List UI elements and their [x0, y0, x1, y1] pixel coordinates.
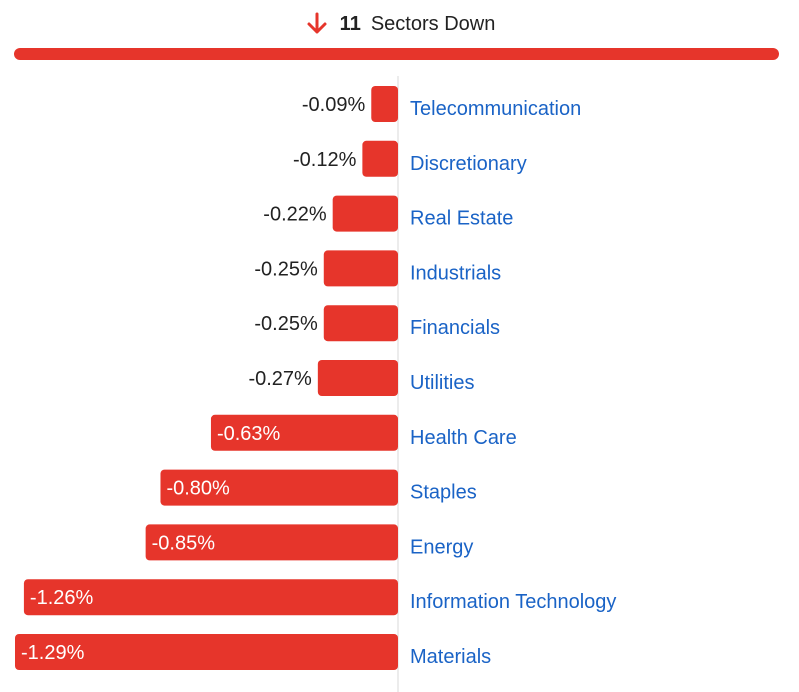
- bar-value-label: -0.63%: [217, 423, 281, 445]
- bar-industrials[interactable]: [323, 250, 398, 287]
- category-label[interactable]: Energy: [410, 536, 473, 558]
- sectors-down-label: Sectors Down: [370, 12, 496, 35]
- bar-utilities[interactable]: [317, 360, 398, 396]
- bar-discretionary[interactable]: [362, 140, 398, 177]
- bar-telecommunication[interactable]: [371, 86, 398, 122]
- sectors-down-summary-bar: [14, 48, 779, 60]
- sector-performance-chart: -0.09% Telecommunication -0.12% Discretiona…: [15, 76, 616, 692]
- bar-health-care[interactable]: [210, 414, 398, 451]
- bar-value-label: -1.26%: [30, 587, 94, 609]
- bar-value-label: -0.09%: [302, 94, 366, 116]
- category-label[interactable]: Discretionary: [410, 153, 527, 175]
- bar-value-label: -0.22%: [263, 204, 327, 226]
- bar-value-label: -0.85%: [152, 532, 216, 554]
- arrow-down-icon: [307, 12, 327, 34]
- category-label[interactable]: Financials: [410, 317, 500, 339]
- bar-energy[interactable]: [145, 524, 398, 561]
- bar-real-estate[interactable]: [332, 195, 398, 232]
- bar-value-label: -0.25%: [254, 258, 318, 280]
- category-label[interactable]: Staples: [410, 482, 477, 504]
- bar-value-label: -0.27%: [248, 368, 312, 390]
- category-label[interactable]: Information Technology: [410, 591, 616, 613]
- category-label[interactable]: Telecommunication: [410, 98, 581, 120]
- bar-value-label: -0.12%: [293, 149, 357, 171]
- category-label[interactable]: Utilities: [410, 372, 474, 394]
- category-label[interactable]: Materials: [410, 646, 491, 668]
- bar-staples[interactable]: [160, 469, 398, 506]
- bar-financials[interactable]: [323, 305, 398, 342]
- category-label[interactable]: Health Care: [410, 427, 517, 449]
- category-label[interactable]: Real Estate: [410, 208, 513, 230]
- sectors-down-count: 11: [339, 12, 361, 35]
- bar-value-label: -0.25%: [254, 313, 318, 335]
- bar-value-label: -1.29%: [21, 642, 85, 664]
- category-label[interactable]: Industrials: [410, 262, 501, 284]
- sectors-down-header: 11 Sectors Down: [0, 0, 799, 48]
- bar-value-label: -0.80%: [166, 478, 230, 500]
- bar-information-technology[interactable]: [23, 579, 398, 616]
- bar-materials[interactable]: [15, 634, 398, 670]
